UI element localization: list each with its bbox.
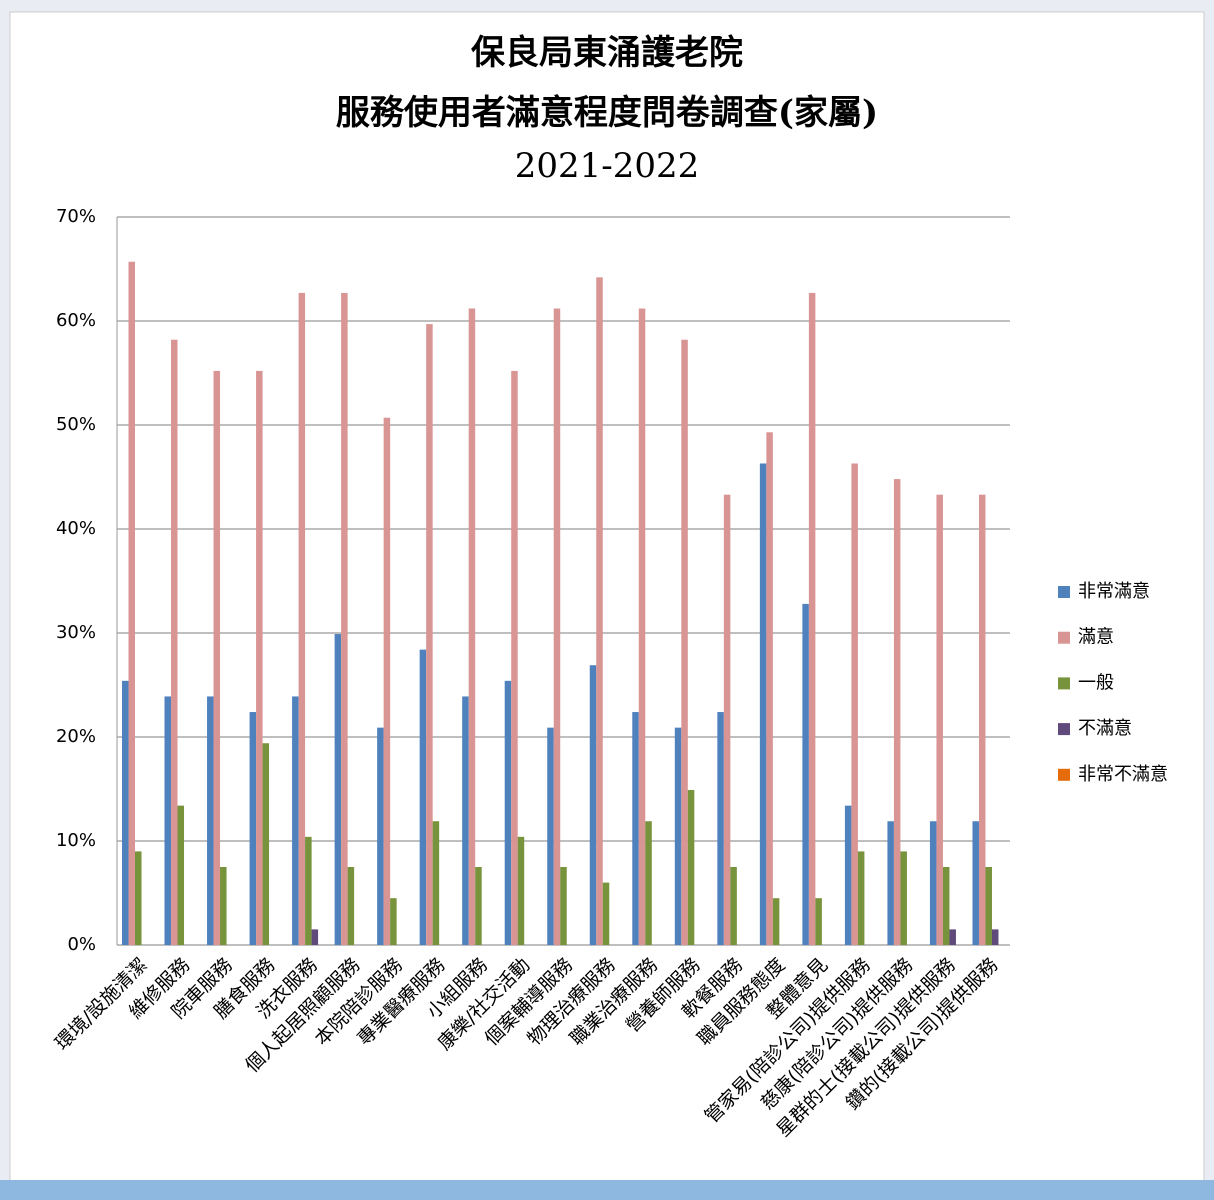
bar — [979, 495, 986, 945]
bar — [518, 837, 525, 945]
bar — [681, 340, 688, 945]
bar — [936, 495, 943, 945]
legend-swatch — [1058, 677, 1070, 689]
bar — [554, 309, 561, 945]
bar — [165, 696, 172, 945]
bar — [688, 790, 695, 945]
bar — [639, 309, 646, 945]
chart: 保良局東涌護老院 服務使用者滿意程度問卷調查(家屬) 2021-2022 0% 1… — [0, 0, 1214, 1200]
bar — [384, 418, 391, 945]
bar — [802, 604, 809, 945]
legend-label: 滿意 — [1078, 627, 1114, 648]
y-tick-label: 0% — [67, 934, 96, 955]
legend-swatch — [1058, 769, 1070, 781]
y-tick-label: 30% — [56, 622, 96, 643]
bar — [292, 696, 299, 945]
bar — [972, 821, 979, 945]
legend-label: 非常滿意 — [1078, 581, 1150, 602]
bar — [299, 293, 306, 945]
bar — [129, 262, 136, 945]
bar — [433, 821, 440, 945]
y-tick-label: 60% — [56, 310, 96, 331]
bar — [178, 806, 185, 945]
bar — [858, 851, 865, 945]
bar — [603, 883, 610, 945]
bar — [596, 277, 603, 945]
bar — [475, 867, 482, 945]
bar — [632, 712, 639, 945]
bar — [730, 867, 737, 945]
bar — [420, 650, 427, 945]
y-tick-label: 40% — [56, 518, 96, 539]
bar — [560, 867, 567, 945]
bar — [348, 867, 355, 945]
legend-label: 非常不滿意 — [1078, 764, 1168, 785]
bar — [377, 728, 384, 945]
bar — [949, 929, 956, 945]
bar — [943, 867, 950, 945]
bar — [930, 821, 937, 945]
bar — [590, 665, 597, 945]
bar — [214, 371, 221, 945]
bar — [760, 463, 767, 945]
bar — [511, 371, 518, 945]
bar — [724, 495, 731, 945]
bar — [773, 898, 780, 945]
bar — [312, 929, 319, 945]
chart-subtitle: 服務使用者滿意程度問卷調查(家屬) — [336, 93, 878, 133]
bar — [305, 837, 312, 945]
bar — [717, 712, 724, 945]
bar — [845, 806, 852, 945]
y-tick-label: 50% — [56, 414, 96, 435]
bar — [809, 293, 816, 945]
legend-label: 不滿意 — [1078, 718, 1132, 739]
chart-period: 2021-2022 — [515, 146, 700, 186]
legend-label: 一般 — [1078, 672, 1114, 693]
bar — [992, 929, 999, 945]
legend-swatch — [1058, 723, 1070, 735]
page: 保良局東涌護老院 服務使用者滿意程度問卷調查(家屬) 2021-2022 0% 1… — [0, 0, 1214, 1200]
bar — [263, 743, 270, 945]
bar — [341, 293, 348, 945]
legend-swatch — [1058, 632, 1070, 644]
bar — [335, 634, 342, 945]
legend-swatch — [1058, 586, 1070, 598]
y-tick-label: 70% — [56, 206, 96, 227]
bar — [985, 867, 992, 945]
bar — [171, 340, 178, 945]
bar — [887, 821, 894, 945]
bar — [505, 681, 512, 945]
bar — [220, 867, 227, 945]
bar — [426, 324, 433, 945]
bar — [207, 696, 214, 945]
y-tick-label: 10% — [56, 830, 96, 851]
bar — [766, 432, 773, 945]
bar — [122, 681, 129, 945]
bar — [675, 728, 682, 945]
bar — [250, 712, 256, 945]
bar — [645, 821, 652, 945]
footer-strip — [0, 1180, 1214, 1200]
bar — [135, 851, 142, 945]
bar — [900, 851, 907, 945]
bar — [462, 696, 469, 945]
bar — [851, 463, 858, 945]
bar — [256, 371, 263, 945]
bar — [815, 898, 822, 945]
bar — [894, 479, 901, 945]
y-tick-label: 20% — [56, 726, 96, 747]
bar — [547, 728, 554, 945]
chart-title: 保良局東涌護老院 — [471, 33, 743, 73]
bar — [469, 309, 476, 945]
bar — [390, 898, 397, 945]
